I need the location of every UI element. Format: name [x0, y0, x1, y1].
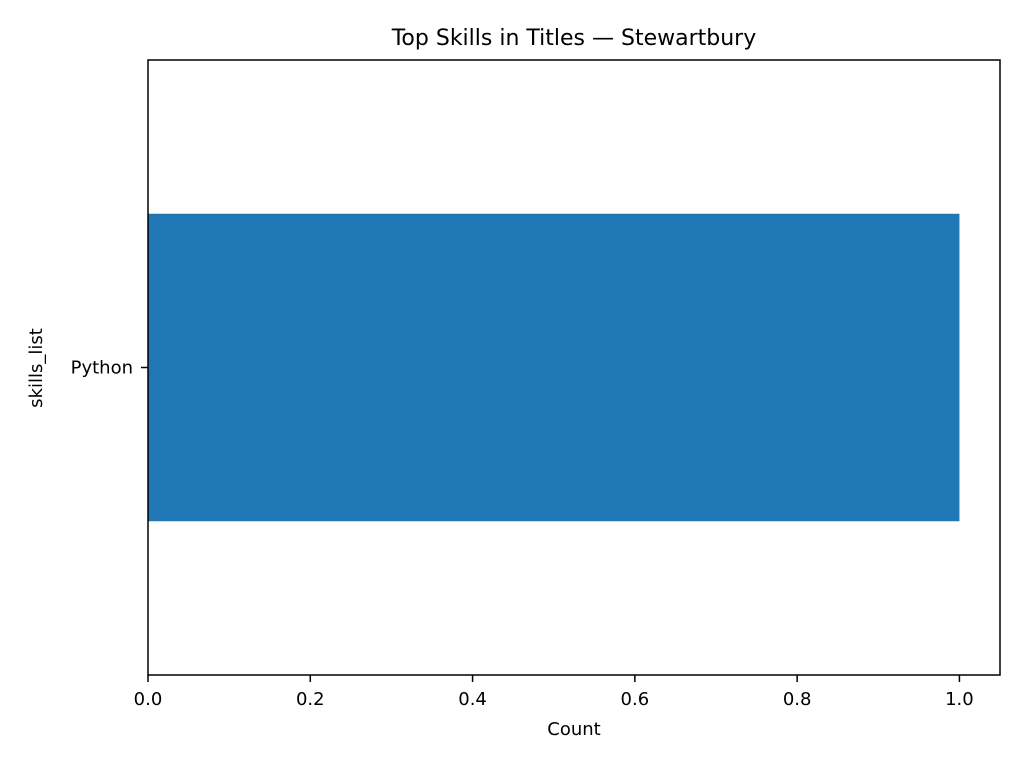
- x-tick-label: 0.0: [134, 689, 163, 710]
- bar-python: [148, 213, 960, 522]
- y-tick-label: Python: [71, 358, 133, 379]
- x-tick-label: 0.6: [621, 689, 650, 710]
- x-axis-label: Count: [547, 719, 600, 740]
- x-tick-label: 0.4: [458, 689, 487, 710]
- y-axis-label: skills_list: [26, 328, 47, 408]
- plot-frame: [147, 59, 1001, 676]
- x-tick-label: 0.8: [783, 689, 812, 710]
- chart-title: Top Skills in Titles — Stewartbury: [391, 26, 757, 51]
- plot-area: Python 0.0 0.2 0.4 0.6 0.8 1.0: [71, 213, 974, 710]
- x-tick-label: 1.0: [945, 689, 974, 710]
- x-tick-label: 0.2: [296, 689, 325, 710]
